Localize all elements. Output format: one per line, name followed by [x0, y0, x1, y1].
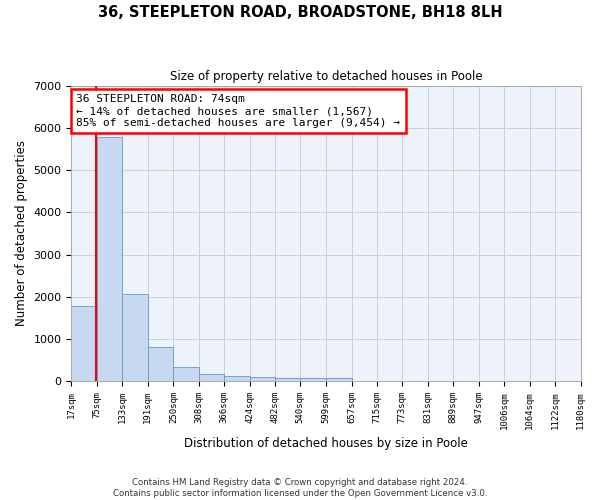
Bar [301, 378, 326, 382]
Text: 36 STEEPLETON ROAD: 74sqm
← 14% of detached houses are smaller (1,567)
85% of se: 36 STEEPLETON ROAD: 74sqm ← 14% of detac… [76, 94, 400, 128]
Bar [71, 306, 97, 382]
Bar [97, 137, 122, 382]
X-axis label: Distribution of detached houses by size in Poole: Distribution of detached houses by size … [184, 437, 468, 450]
Bar [224, 376, 250, 382]
Bar [250, 378, 275, 382]
Bar [148, 346, 173, 382]
Text: 36, STEEPLETON ROAD, BROADSTONE, BH18 8LH: 36, STEEPLETON ROAD, BROADSTONE, BH18 8L… [98, 5, 502, 20]
Text: Contains HM Land Registry data © Crown copyright and database right 2024.
Contai: Contains HM Land Registry data © Crown c… [113, 478, 487, 498]
Y-axis label: Number of detached properties: Number of detached properties [15, 140, 28, 326]
Bar [326, 378, 352, 382]
Title: Size of property relative to detached houses in Poole: Size of property relative to detached ho… [170, 70, 482, 83]
Bar [275, 378, 301, 382]
Bar [122, 294, 148, 382]
Bar [199, 374, 224, 382]
Bar [173, 367, 199, 382]
